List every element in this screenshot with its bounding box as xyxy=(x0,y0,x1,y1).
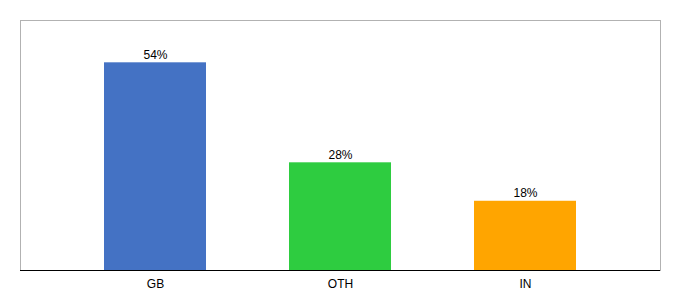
svg-text:28%: 28% xyxy=(328,148,352,162)
svg-text:GB: GB xyxy=(147,277,164,291)
svg-text:54%: 54% xyxy=(143,48,167,62)
svg-text:OTH: OTH xyxy=(328,277,353,291)
svg-text:18%: 18% xyxy=(513,186,537,200)
svg-text:IN: IN xyxy=(520,277,532,291)
